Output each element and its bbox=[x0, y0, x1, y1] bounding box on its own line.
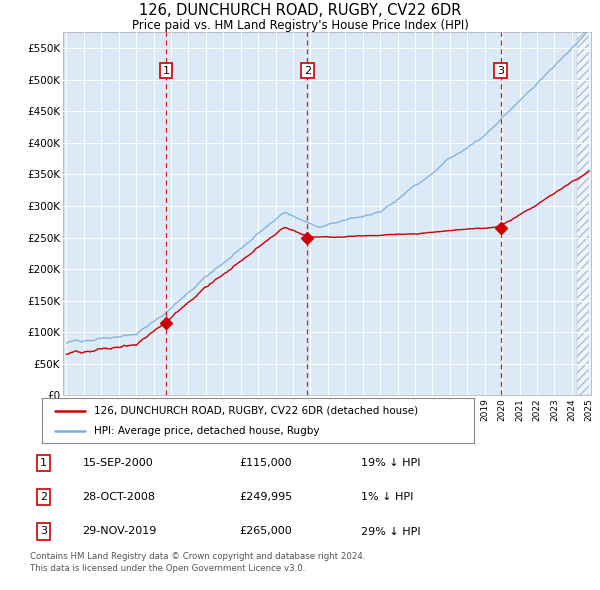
Text: £249,995: £249,995 bbox=[240, 492, 293, 502]
Text: Contains HM Land Registry data © Crown copyright and database right 2024.
This d: Contains HM Land Registry data © Crown c… bbox=[30, 552, 365, 573]
Text: 1% ↓ HPI: 1% ↓ HPI bbox=[361, 492, 413, 502]
Text: 28-OCT-2008: 28-OCT-2008 bbox=[82, 492, 155, 502]
Text: 1: 1 bbox=[40, 458, 47, 468]
Text: £115,000: £115,000 bbox=[240, 458, 292, 468]
Text: 1: 1 bbox=[163, 65, 169, 76]
Text: HPI: Average price, detached house, Rugby: HPI: Average price, detached house, Rugb… bbox=[94, 427, 319, 437]
Text: 29-NOV-2019: 29-NOV-2019 bbox=[82, 526, 157, 536]
Text: 19% ↓ HPI: 19% ↓ HPI bbox=[361, 458, 421, 468]
Text: £265,000: £265,000 bbox=[240, 526, 293, 536]
Text: 2: 2 bbox=[304, 65, 311, 76]
Text: 29% ↓ HPI: 29% ↓ HPI bbox=[361, 526, 421, 536]
Text: Price paid vs. HM Land Registry's House Price Index (HPI): Price paid vs. HM Land Registry's House … bbox=[131, 19, 469, 32]
Text: 2: 2 bbox=[40, 492, 47, 502]
Text: 15-SEP-2000: 15-SEP-2000 bbox=[82, 458, 153, 468]
Text: 3: 3 bbox=[40, 526, 47, 536]
Text: 3: 3 bbox=[497, 65, 504, 76]
Text: 126, DUNCHURCH ROAD, RUGBY, CV22 6DR (detached house): 126, DUNCHURCH ROAD, RUGBY, CV22 6DR (de… bbox=[94, 406, 418, 415]
Text: 126, DUNCHURCH ROAD, RUGBY, CV22 6DR: 126, DUNCHURCH ROAD, RUGBY, CV22 6DR bbox=[139, 3, 461, 18]
